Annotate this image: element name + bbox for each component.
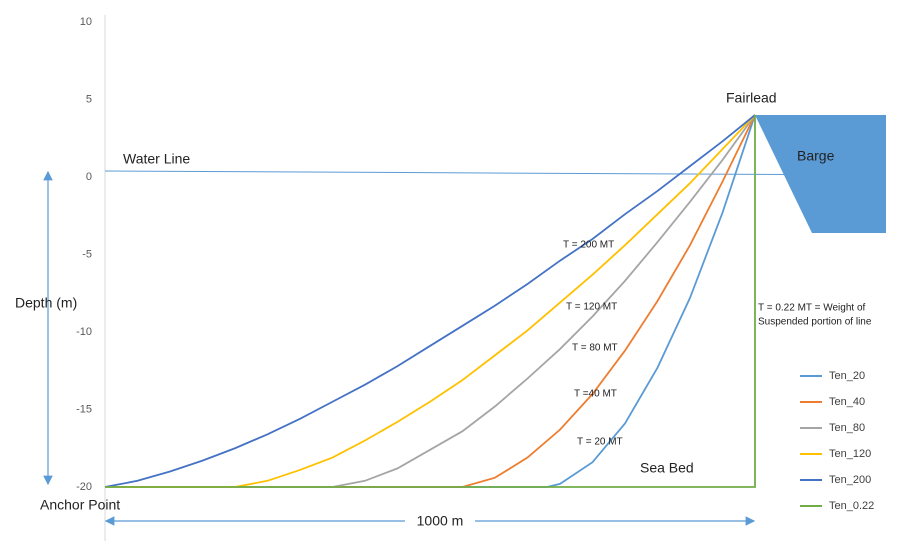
y-tick-label: -10 — [76, 326, 92, 338]
annotation: Water Line — [123, 151, 190, 167]
water-line — [104, 170, 887, 176]
annotation: T =40 MT — [574, 389, 617, 400]
series-line — [104, 114, 756, 488]
annotation: T = 120 MT — [566, 302, 617, 313]
y-tick-label: 5 — [86, 93, 92, 105]
series-line — [105, 114, 756, 488]
series-line — [105, 114, 756, 488]
label-bg — [405, 511, 475, 531]
barge — [755, 115, 886, 233]
legend-label: Ten_80 — [829, 422, 865, 434]
annotation: T = 0.22 MT = Weight of — [758, 303, 866, 314]
series-line — [105, 114, 756, 488]
legend-label: Ten_0.22 — [829, 500, 874, 512]
series-line — [105, 115, 756, 488]
series-line — [105, 114, 756, 488]
annotation: Anchor Point — [40, 497, 120, 513]
annotation: Depth (m) — [15, 295, 77, 311]
y-tick-label: 0 — [86, 171, 92, 183]
legend-label: Ten_120 — [829, 448, 871, 460]
annotation: T = 20 MT — [577, 437, 623, 448]
y-tick-label: -5 — [82, 248, 92, 260]
annotation: 1000 m — [417, 513, 464, 529]
annotation: T = 80 MT — [572, 343, 618, 354]
plot — [104, 114, 756, 488]
y-tick-label: 10 — [80, 16, 92, 28]
legend-label: Ten_200 — [829, 474, 871, 486]
annotation: Fairlead — [726, 90, 777, 106]
y-tick-label: -15 — [76, 403, 92, 415]
annotation: Suspended portion of line — [758, 317, 872, 328]
annotation: Barge — [797, 148, 835, 164]
legend-label: Ten_40 — [829, 396, 865, 408]
legend-label: Ten_20 — [829, 370, 865, 382]
y-tick-label: -20 — [76, 481, 92, 493]
annotation: T = 200 MT — [563, 240, 614, 251]
annotation: Sea Bed — [640, 460, 694, 476]
